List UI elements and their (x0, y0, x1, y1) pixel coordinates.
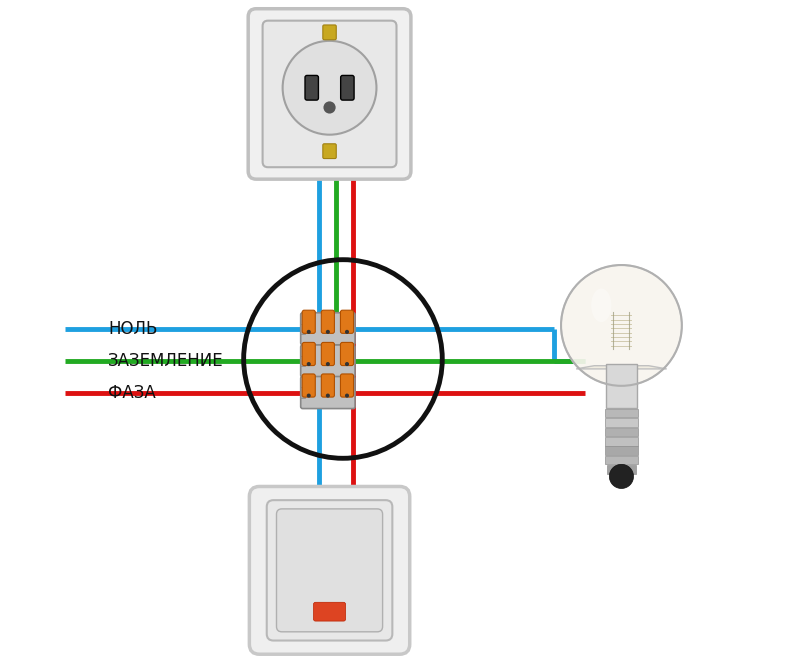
Circle shape (282, 41, 377, 135)
FancyBboxPatch shape (262, 21, 397, 167)
Circle shape (306, 394, 310, 398)
Circle shape (306, 362, 310, 366)
Circle shape (345, 362, 349, 366)
FancyBboxPatch shape (323, 144, 336, 158)
FancyBboxPatch shape (606, 364, 637, 408)
Circle shape (323, 101, 336, 113)
FancyBboxPatch shape (277, 509, 382, 632)
FancyBboxPatch shape (300, 387, 306, 398)
FancyBboxPatch shape (300, 323, 306, 334)
FancyBboxPatch shape (302, 342, 315, 366)
FancyBboxPatch shape (341, 75, 354, 100)
FancyBboxPatch shape (323, 25, 336, 40)
FancyBboxPatch shape (322, 342, 334, 366)
Circle shape (610, 464, 634, 488)
FancyBboxPatch shape (606, 409, 638, 417)
FancyBboxPatch shape (301, 345, 355, 377)
Circle shape (326, 394, 330, 398)
Circle shape (345, 394, 349, 398)
FancyBboxPatch shape (605, 456, 638, 464)
FancyBboxPatch shape (302, 310, 315, 333)
FancyBboxPatch shape (305, 75, 318, 100)
FancyBboxPatch shape (302, 374, 315, 397)
FancyBboxPatch shape (341, 310, 354, 333)
FancyBboxPatch shape (314, 603, 346, 621)
FancyBboxPatch shape (301, 313, 355, 345)
Circle shape (306, 330, 310, 334)
Text: ЗАЗЕМЛЕНИЕ: ЗАЗЕМЛЕНИЕ (108, 352, 224, 370)
Text: НОЛЬ: НОЛЬ (108, 320, 158, 338)
FancyBboxPatch shape (322, 310, 334, 333)
Circle shape (326, 362, 330, 366)
FancyBboxPatch shape (250, 486, 410, 654)
FancyBboxPatch shape (266, 500, 392, 641)
Polygon shape (576, 366, 666, 369)
Circle shape (561, 265, 682, 386)
Ellipse shape (591, 289, 611, 322)
FancyBboxPatch shape (341, 342, 354, 366)
FancyBboxPatch shape (341, 374, 354, 397)
FancyBboxPatch shape (605, 418, 638, 427)
FancyBboxPatch shape (248, 9, 411, 179)
FancyBboxPatch shape (606, 427, 638, 436)
FancyBboxPatch shape (605, 437, 638, 446)
Circle shape (345, 330, 349, 334)
FancyBboxPatch shape (606, 465, 636, 474)
FancyBboxPatch shape (301, 376, 355, 409)
FancyBboxPatch shape (300, 356, 306, 366)
FancyBboxPatch shape (606, 446, 638, 455)
Text: ФАЗА: ФАЗА (108, 384, 156, 401)
Circle shape (326, 330, 330, 334)
FancyBboxPatch shape (322, 374, 334, 397)
